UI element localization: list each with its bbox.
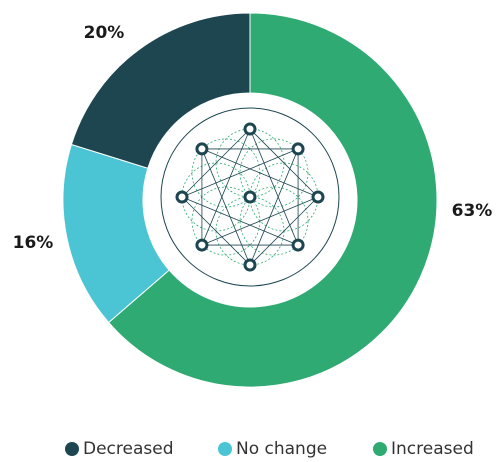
emblem-petal bbox=[239, 186, 309, 256]
emblem-line bbox=[181, 128, 251, 198]
emblem-node bbox=[243, 190, 257, 204]
emblem-node bbox=[311, 190, 325, 204]
data-label: 20% bbox=[84, 23, 125, 43]
legend-swatch bbox=[65, 442, 79, 456]
legend-swatch bbox=[218, 442, 232, 456]
data-label: 63% bbox=[452, 201, 493, 221]
emblem-node bbox=[243, 258, 257, 272]
data-label: 16% bbox=[13, 233, 54, 253]
emblem-node bbox=[195, 142, 209, 156]
emblem-line bbox=[181, 196, 251, 266]
legend-swatch bbox=[373, 442, 387, 456]
emblem-node bbox=[195, 238, 209, 252]
center-emblem bbox=[160, 107, 340, 287]
slice bbox=[107, 12, 438, 388]
emblem-line bbox=[201, 148, 319, 198]
emblem-line bbox=[249, 128, 319, 198]
emblem-line bbox=[201, 148, 251, 266]
legend-label: Decreased bbox=[83, 439, 174, 459]
emblem-line bbox=[201, 128, 251, 246]
emblem-node bbox=[291, 142, 305, 156]
emblem-line bbox=[181, 196, 299, 246]
emblem-node bbox=[291, 238, 305, 252]
legend-label: No change bbox=[236, 439, 327, 459]
emblem-line bbox=[249, 196, 319, 266]
emblem-ring bbox=[160, 107, 340, 287]
legend-label: Increased bbox=[391, 439, 474, 459]
emblem-line bbox=[249, 148, 299, 266]
emblem-line bbox=[249, 128, 299, 246]
emblem-node bbox=[243, 122, 257, 136]
emblem-line bbox=[201, 196, 319, 246]
emblem-node bbox=[175, 190, 189, 204]
slice bbox=[70, 12, 251, 169]
emblem-line bbox=[181, 148, 299, 198]
